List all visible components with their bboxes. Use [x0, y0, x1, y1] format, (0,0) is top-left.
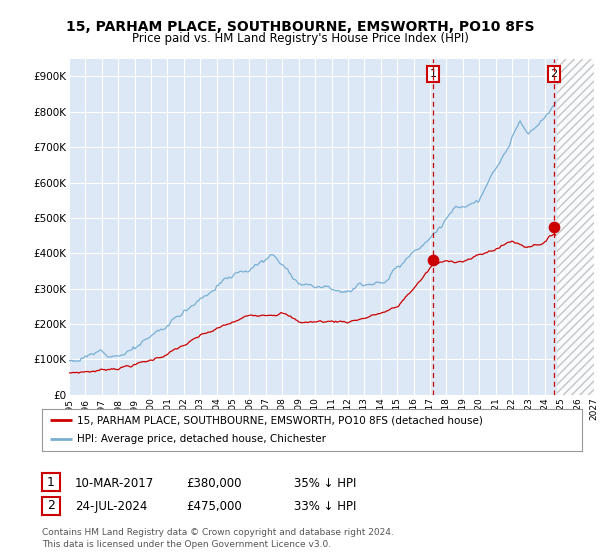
Text: 15, PARHAM PLACE, SOUTHBOURNE, EMSWORTH, PO10 8FS: 15, PARHAM PLACE, SOUTHBOURNE, EMSWORTH,… [66, 20, 534, 34]
Text: £475,000: £475,000 [186, 500, 242, 514]
Text: Contains HM Land Registry data © Crown copyright and database right 2024.
This d: Contains HM Land Registry data © Crown c… [42, 528, 394, 549]
Text: Price paid vs. HM Land Registry's House Price Index (HPI): Price paid vs. HM Land Registry's House … [131, 32, 469, 45]
Text: 15, PARHAM PLACE, SOUTHBOURNE, EMSWORTH, PO10 8FS (detached house): 15, PARHAM PLACE, SOUTHBOURNE, EMSWORTH,… [77, 415, 483, 425]
Text: 1: 1 [47, 475, 55, 489]
Text: 1: 1 [430, 69, 437, 79]
Text: HPI: Average price, detached house, Chichester: HPI: Average price, detached house, Chic… [77, 435, 326, 445]
Text: 2: 2 [47, 499, 55, 512]
Text: 2: 2 [550, 69, 557, 79]
Point [428, 256, 438, 265]
Point [549, 222, 559, 231]
Bar [557, 59, 594, 395]
Text: 10-MAR-2017: 10-MAR-2017 [75, 477, 154, 490]
Text: 35% ↓ HPI: 35% ↓ HPI [294, 477, 356, 490]
Text: £380,000: £380,000 [186, 477, 241, 490]
Text: 33% ↓ HPI: 33% ↓ HPI [294, 500, 356, 514]
Text: 24-JUL-2024: 24-JUL-2024 [75, 500, 148, 514]
